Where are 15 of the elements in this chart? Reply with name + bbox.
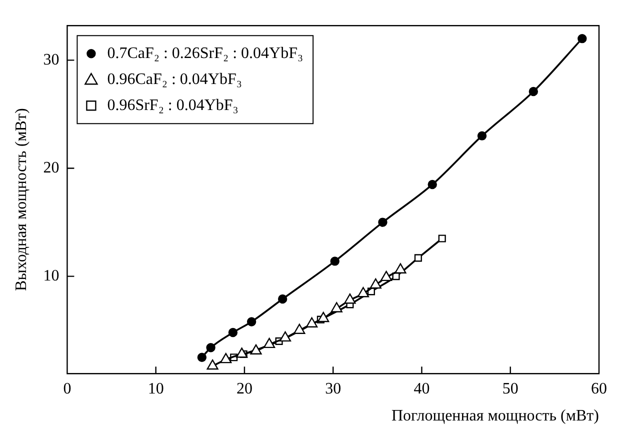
- y-axis-title: Выходная мощность (мВт): [12, 108, 30, 291]
- x-axis-title: Поглощенная мощность (мВт): [391, 408, 599, 425]
- x-tick-label: 50: [502, 380, 518, 398]
- y-tick-label: 10: [43, 268, 60, 285]
- x-tick-label: 30: [325, 380, 342, 398]
- x-tick-label: 0: [63, 380, 72, 398]
- x-tick-label: 40: [414, 380, 430, 398]
- x-tick-label: 10: [148, 380, 164, 398]
- legend-label: 0.96SrF₂ : 0.04YbF₃: [107, 96, 238, 114]
- x-tick-label: 60: [591, 380, 607, 398]
- legend-label: 0.96CaF₂ : 0.04YbF₃: [107, 70, 242, 88]
- y-tick-label: 30: [43, 51, 60, 68]
- y-tick-label: 20: [43, 159, 60, 176]
- x-tick-label: 20: [236, 380, 252, 398]
- legend-label: 0.7CaF₂ : 0.26SrF₂ : 0.04YbF₃: [107, 44, 304, 62]
